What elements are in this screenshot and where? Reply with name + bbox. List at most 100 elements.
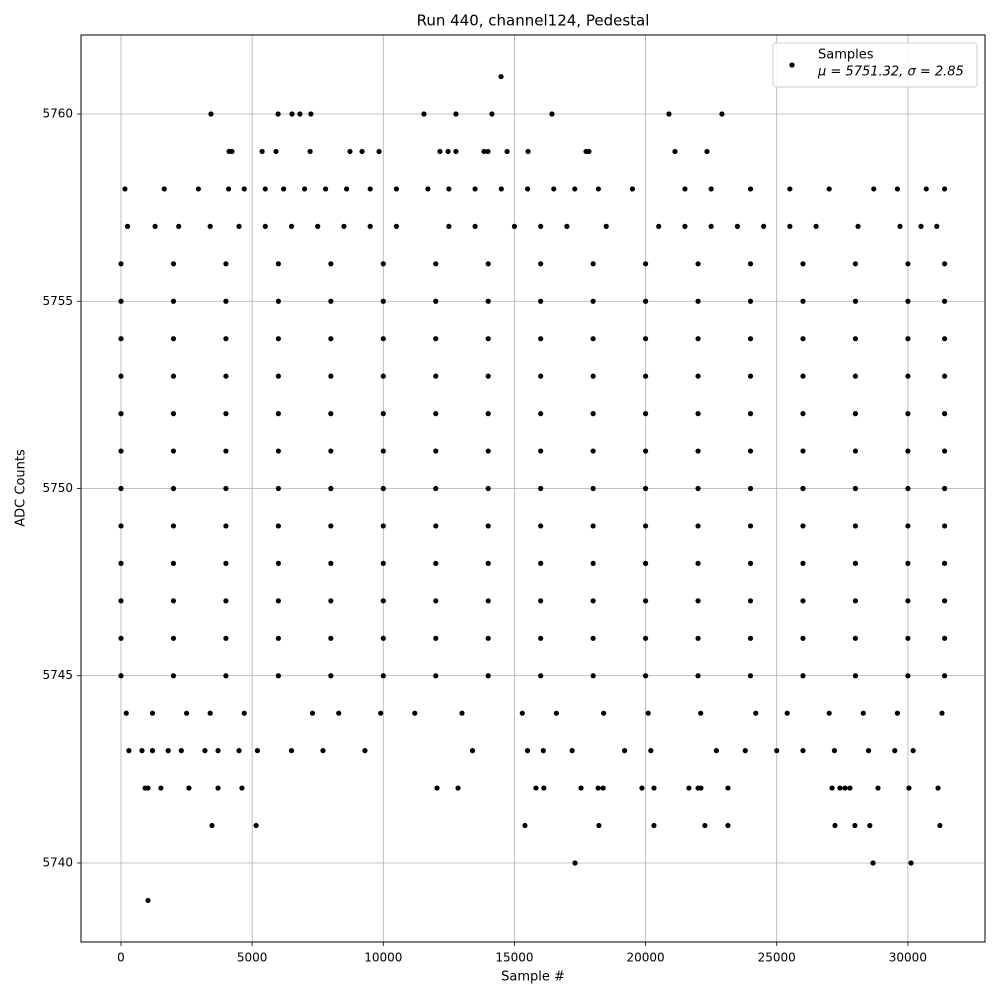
data-point [380,523,386,529]
data-point [170,261,177,267]
data-point [590,411,596,417]
data-point [236,223,242,229]
data-point [433,485,439,492]
data-point [380,635,386,641]
data-point [747,373,754,379]
data-point [118,673,124,679]
data-point [498,73,504,80]
data-point [207,223,213,229]
data-point [380,448,386,454]
data-point [686,785,692,791]
data-point [186,785,192,791]
data-point [118,261,124,267]
data-point [942,673,948,679]
data-point [596,822,602,829]
data-point [275,598,281,604]
legend-box [772,42,978,88]
data-point [708,223,714,229]
data-point [586,148,592,155]
x-tick-label: 15000 [495,951,533,965]
data-point [642,673,649,679]
data-point [682,186,688,192]
chart-title: Run 440, channel124, Pedestal [417,12,650,30]
data-point [161,186,167,192]
data-point [328,635,334,641]
data-point [170,560,177,566]
data-point [525,148,531,155]
data-point [328,373,334,379]
data-point [942,186,948,192]
data-point [176,223,182,229]
data-point [341,223,347,229]
data-point [433,411,439,417]
data-point [472,223,478,229]
data-point [871,186,877,192]
data-point [275,111,281,117]
data-point [380,485,386,492]
data-point [651,785,657,791]
data-point [215,748,221,754]
y-tick-label: 5760 [42,107,73,121]
data-point [538,673,544,679]
data-point [433,298,439,304]
data-point [393,186,400,192]
data-point [362,748,368,754]
data-point [453,111,459,117]
data-point [800,485,806,492]
data-point [787,186,793,192]
data-point [275,411,281,417]
data-point [328,411,334,417]
data-point [540,748,546,754]
data-point [380,298,386,304]
data-point [747,673,754,679]
data-point [538,223,544,229]
legend-marker [789,62,795,68]
data-point [538,598,544,604]
data-point [761,223,767,229]
data-point [642,560,649,566]
data-point [852,298,859,304]
data-point [223,598,229,604]
data-point [328,298,334,304]
data-point [328,261,334,267]
x-tick-label: 5000 [237,951,268,965]
data-point [747,448,754,454]
data-point [695,448,701,454]
data-point [590,673,596,679]
data-point [288,223,295,229]
data-point [905,673,911,679]
data-point [262,223,268,229]
data-point [446,223,452,229]
data-point [328,448,334,454]
data-point [170,635,177,641]
data-point [538,560,544,566]
data-point [784,710,790,716]
data-point [328,598,334,604]
data-point [498,186,504,192]
data-point [852,822,858,829]
data-point [855,223,861,229]
data-point [209,822,215,829]
data-point [328,523,334,529]
data-point [139,748,145,754]
data-point [942,336,948,342]
data-point [538,523,544,529]
data-point [170,448,177,454]
data-point [800,448,806,454]
data-point [433,336,439,342]
data-point [469,748,476,754]
data-point [123,710,129,716]
y-tick-label: 5755 [42,294,73,308]
data-point [747,523,754,529]
data-point [524,186,531,192]
data-point [275,560,281,566]
data-point [275,336,281,342]
data-point [695,298,701,304]
data-point [328,673,334,679]
data-point [223,560,229,566]
data-point [829,785,835,791]
data-point [590,560,596,566]
data-point [725,785,731,791]
data-point [942,373,948,379]
data-point [800,560,806,566]
